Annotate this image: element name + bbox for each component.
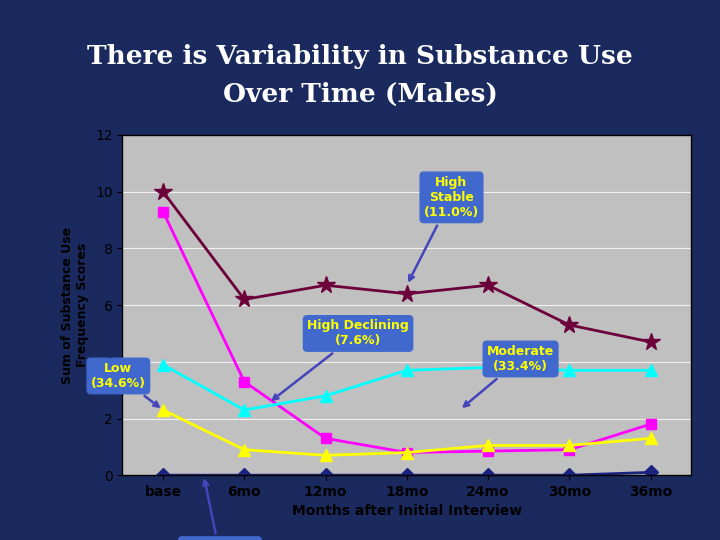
- Text: There is Variability in Substance Use: There is Variability in Substance Use: [87, 44, 633, 69]
- Text: Low
(34.6%): Low (34.6%): [91, 362, 158, 407]
- Text: Moderate
(33.4%): Moderate (33.4%): [464, 345, 554, 407]
- X-axis label: Months after Initial Interview: Months after Initial Interview: [292, 504, 522, 518]
- Y-axis label: Sum of Substance Use
Frequency Scores: Sum of Substance Use Frequency Scores: [61, 227, 89, 383]
- Text: Abstainers
(13.4%): Abstainers (13.4%): [182, 481, 258, 540]
- Text: High
Stable
(11.0%): High Stable (11.0%): [410, 176, 479, 280]
- Text: High Declining
(7.6%): High Declining (7.6%): [273, 320, 409, 400]
- Text: Over Time (Males): Over Time (Males): [222, 82, 498, 107]
